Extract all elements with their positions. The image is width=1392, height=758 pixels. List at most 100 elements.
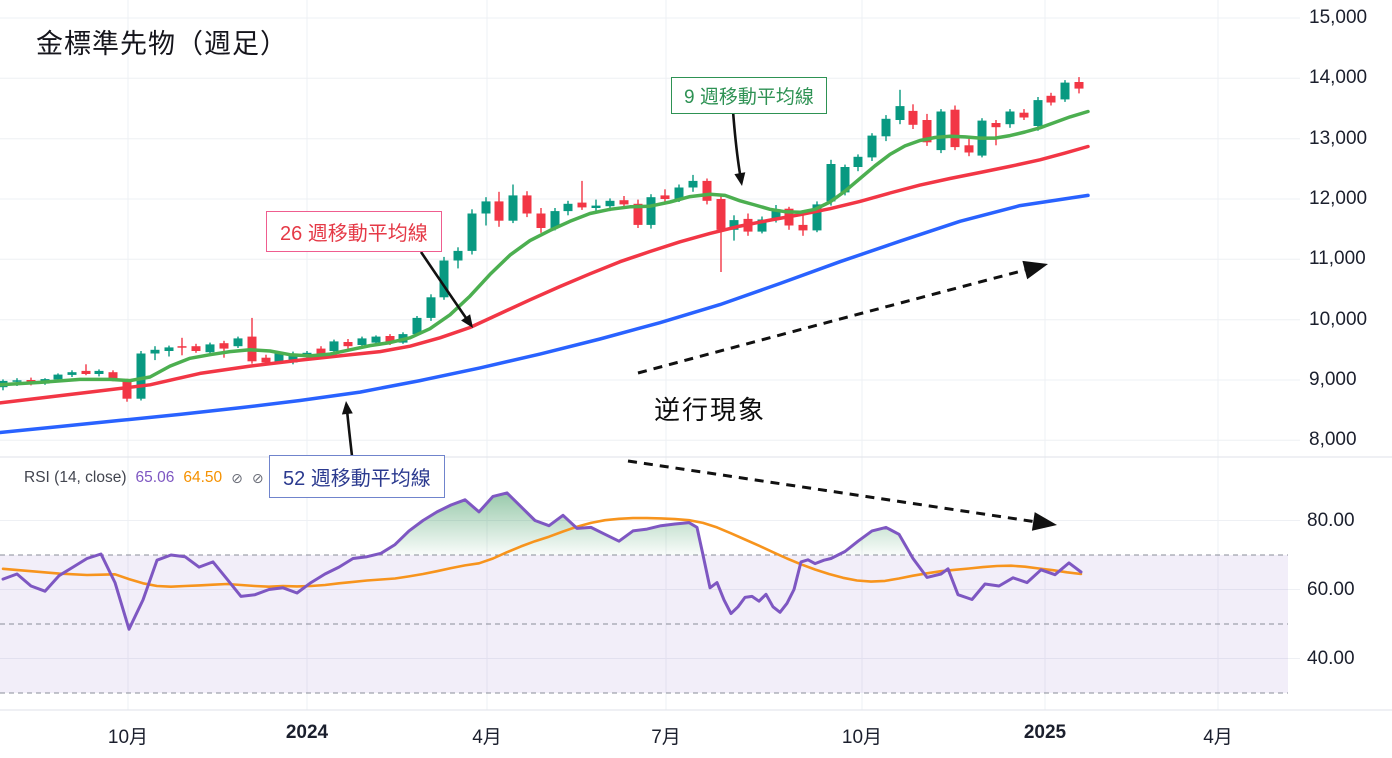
divergence-arrow-price-head [1022,260,1048,280]
candle-body [426,297,436,318]
candle-body [343,342,353,347]
ma26-pointer-arrow-head [461,314,473,328]
candle-body [563,203,573,212]
candle-body [619,200,629,205]
time-tick-4月: 4月 [1203,727,1233,748]
ma9-annotation-box: 9 週移動平均線 [671,77,827,114]
candle-body [136,353,146,399]
candle-body [94,370,104,374]
candle-body [494,201,504,221]
hide-indicator-icon[interactable]: ⊘ [251,469,264,486]
candle-body [1046,95,1056,103]
price-tick-15000: 15,000 [1309,7,1368,28]
rsi-signal-line [1,516,1083,589]
candle-body [1019,112,1029,118]
candle-body [826,164,836,202]
candle-body [439,260,449,298]
candle-body [329,341,339,351]
price-tick-10000: 10,000 [1309,308,1368,330]
rsi-overbought-fill [838,527,911,555]
candle-body [853,156,863,167]
candle-body [219,343,229,349]
candle-body [467,213,477,251]
candle-body [591,205,601,208]
price-tick-11000: 11,000 [1309,248,1366,270]
candle-body [53,374,63,380]
candle-body [1060,82,1070,100]
ma52-pointer-arrow-head [341,401,353,415]
candle-body [550,211,560,228]
candle-body [522,195,532,214]
candle-body [895,106,905,120]
candle-body [536,213,546,228]
candle-body [412,317,422,335]
candle-body [150,349,160,354]
candle-body [716,199,726,230]
time-tick-7月: 7月 [651,727,681,748]
price-tick-13000: 13,000 [1309,127,1368,149]
candle-body [191,346,201,351]
candle-body [674,187,684,199]
time-tick-10月: 10月 [107,727,149,748]
time-tick-2025: 2025 [1023,722,1067,743]
rsi-indicator-legend: RSI (14, close) 65.06 64.50 ⊘ ⊘ [24,469,264,487]
ma26-annotation-box: 26 週移動平均線 [266,211,442,252]
candle-body [385,336,395,343]
candle-body [205,344,215,353]
candle-body [688,180,698,188]
candle-body [1074,82,1084,89]
candle-body [646,197,656,225]
candle-body [633,203,643,225]
candle-body [771,209,781,220]
candle-body [67,372,77,375]
rsi-value: 65.06 [135,469,175,486]
candle-body [12,380,22,382]
candle-body [108,372,118,379]
hide-indicator-icon[interactable]: ⊘ [231,469,243,486]
rsi-overbought-fill [374,492,703,555]
candle-body [936,111,946,151]
price-tick-9000: 9,000 [1309,369,1357,390]
candle-body [164,347,174,351]
ma9-pointer-arrow [731,110,742,176]
candle-body [812,204,822,231]
price-tick-12000: 12,000 [1309,188,1368,209]
time-tick-10月: 10月 [841,727,883,748]
candle-body [950,109,960,148]
candle-body [274,353,284,362]
candle-body [840,167,850,193]
chart-title: 金標準先物（週足） [36,29,288,59]
candle-body [964,145,974,153]
candle-body [867,135,877,158]
candle-body [1033,100,1043,126]
ma26-pointer-arrow [419,251,469,321]
candle-body [453,250,463,261]
candle-body [991,123,1001,128]
price-tick-14000: 14,000 [1309,67,1368,89]
ma52-line [0,193,1090,435]
candle-body [908,110,918,125]
candle-body [798,224,808,231]
candle-body [288,353,298,363]
candle-body [233,338,243,347]
candle-body [177,346,187,348]
ma26-line [0,144,1090,405]
rsi-tick-60: 60.00 [1307,578,1355,600]
candle-body [757,219,767,232]
price-tick-8000: 8,000 [1309,429,1357,451]
candle-body [922,120,932,143]
rsi-legend-title: RSI (14, close) [24,469,127,486]
candle-body [81,370,91,374]
candle-body [261,357,271,363]
ma52-pointer-arrow [345,411,354,457]
rsi-line [1,491,1083,631]
divergence-annotation-text: 逆行現象 [654,395,767,425]
divergence-arrow-price [637,267,1030,375]
ma9-line [0,109,1090,387]
rsi-tick-40: 40.00 [1307,647,1355,669]
candle-body [1005,111,1015,125]
candle-body [371,336,381,343]
candle-body [357,338,367,345]
